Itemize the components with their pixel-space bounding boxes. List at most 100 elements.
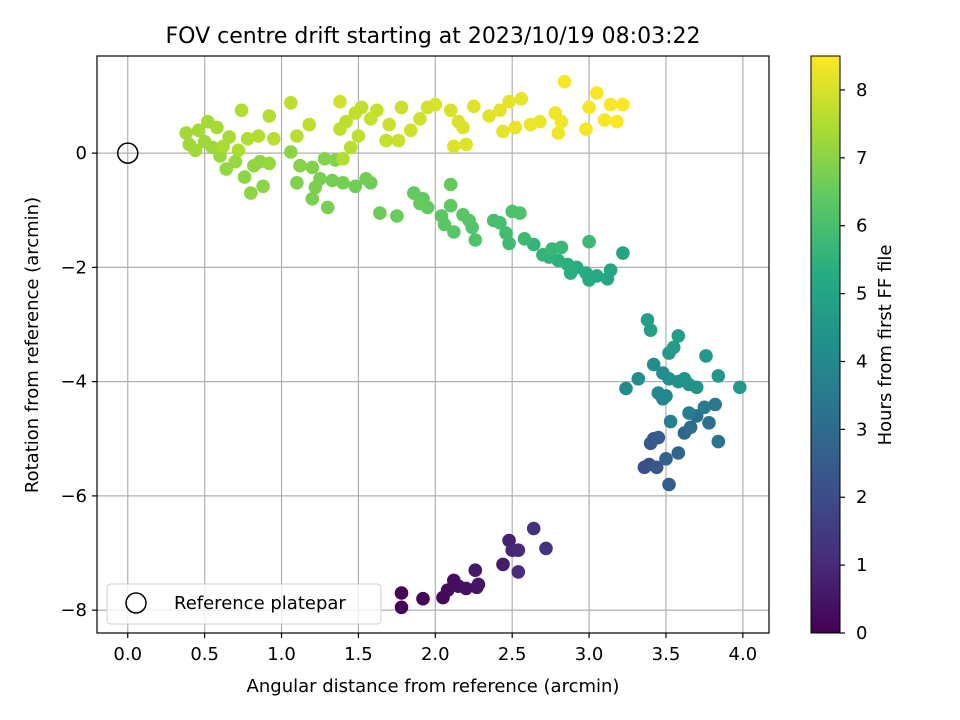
data-point: [407, 186, 421, 200]
data-point: [557, 74, 572, 89]
data-point: [643, 323, 658, 338]
data-point: [551, 126, 566, 140]
reference-platepar-marker: [117, 142, 139, 164]
data-point: [262, 156, 277, 171]
data-point: [231, 143, 246, 158]
data-point: [671, 329, 686, 343]
data-point: [651, 430, 666, 445]
data-point: [219, 162, 233, 176]
y-tick-label: 0: [76, 143, 87, 164]
data-point: [379, 133, 393, 148]
data-point: [579, 122, 593, 136]
data-point: [302, 117, 317, 132]
data-point: [659, 452, 673, 466]
reference-marker-layer: [117, 142, 139, 164]
data-point: [456, 208, 470, 222]
data-point: [666, 340, 681, 355]
data-point: [539, 541, 553, 556]
data-point: [733, 380, 747, 395]
y-tick-label: −6: [60, 486, 87, 507]
data-point: [682, 406, 696, 420]
colorbar-tick-label: 3: [856, 419, 867, 440]
data-point: [394, 586, 409, 600]
colorbar-tick-label: 6: [856, 216, 867, 237]
data-point: [343, 140, 358, 155]
x-tick-label: 0.5: [190, 644, 219, 665]
legend-box: [106, 583, 382, 625]
data-point: [651, 386, 666, 400]
colorbar-tick-label: 2: [856, 487, 867, 508]
data-point: [336, 176, 350, 190]
data-point: [293, 158, 307, 173]
legend: Reference platepar: [106, 583, 382, 625]
data-point: [348, 179, 363, 194]
data-point: [456, 120, 470, 135]
data-point: [210, 120, 224, 135]
data-point: [325, 173, 340, 188]
x-axis-label: Angular distance from reference (arcmin): [247, 676, 620, 697]
y-axis-label: Rotation from reference (arcmin): [22, 197, 43, 493]
data-point: [459, 137, 473, 152]
data-point: [610, 114, 624, 129]
data-point: [467, 99, 481, 114]
data-point: [502, 94, 516, 109]
data-point: [616, 97, 630, 112]
data-point: [443, 177, 458, 192]
grid: [97, 56, 769, 633]
data-point: [697, 400, 712, 415]
data-point: [290, 176, 304, 190]
data-point: [305, 160, 320, 175]
data-point: [468, 233, 483, 247]
data-point: [191, 123, 206, 138]
x-tick-label: 4.0: [729, 644, 758, 665]
data-point: [663, 414, 678, 429]
data-point: [416, 591, 430, 606]
data-point: [459, 581, 473, 596]
data-point: [600, 272, 615, 286]
data-point: [603, 97, 618, 112]
data-point: [413, 196, 427, 211]
data-point: [251, 129, 266, 143]
colorbar-tick-label: 5: [856, 284, 867, 305]
colorbar-tick-label: 8: [856, 80, 867, 101]
data-point: [443, 198, 458, 213]
x-tick-label: 3.0: [575, 644, 604, 665]
data-point: [351, 129, 366, 143]
data-point: [305, 192, 320, 206]
data-point: [708, 397, 722, 412]
data-point: [290, 129, 304, 143]
legend-marker: [125, 592, 147, 614]
x-tick-label: 2.0: [421, 644, 450, 665]
data-point: [671, 446, 686, 460]
data-point: [434, 209, 449, 223]
data-point: [284, 145, 298, 159]
data-point: [649, 460, 664, 475]
scatter-points: [179, 74, 747, 615]
colorbar: [810, 55, 841, 634]
data-point: [308, 180, 323, 195]
data-point: [179, 126, 193, 140]
data-point: [216, 139, 230, 154]
data-point: [182, 137, 197, 152]
data-point: [554, 240, 569, 255]
data-point: [228, 154, 243, 169]
data-point: [336, 152, 350, 166]
data-point: [244, 186, 258, 200]
data-point: [403, 123, 418, 138]
data-point: [511, 565, 526, 579]
data-point: [370, 103, 384, 118]
data-point: [711, 434, 726, 449]
y-tick-label: −8: [60, 600, 87, 621]
data-point: [237, 170, 252, 184]
data-point: [590, 86, 604, 100]
data-point: [339, 114, 353, 129]
data-point: [597, 113, 612, 127]
data-point: [499, 226, 513, 240]
data-point: [689, 380, 704, 395]
data-point: [267, 132, 281, 146]
data-point: [413, 112, 427, 126]
data-point: [496, 557, 510, 572]
data-point: [394, 600, 409, 615]
data-point: [428, 97, 443, 112]
data-point: [234, 103, 249, 118]
